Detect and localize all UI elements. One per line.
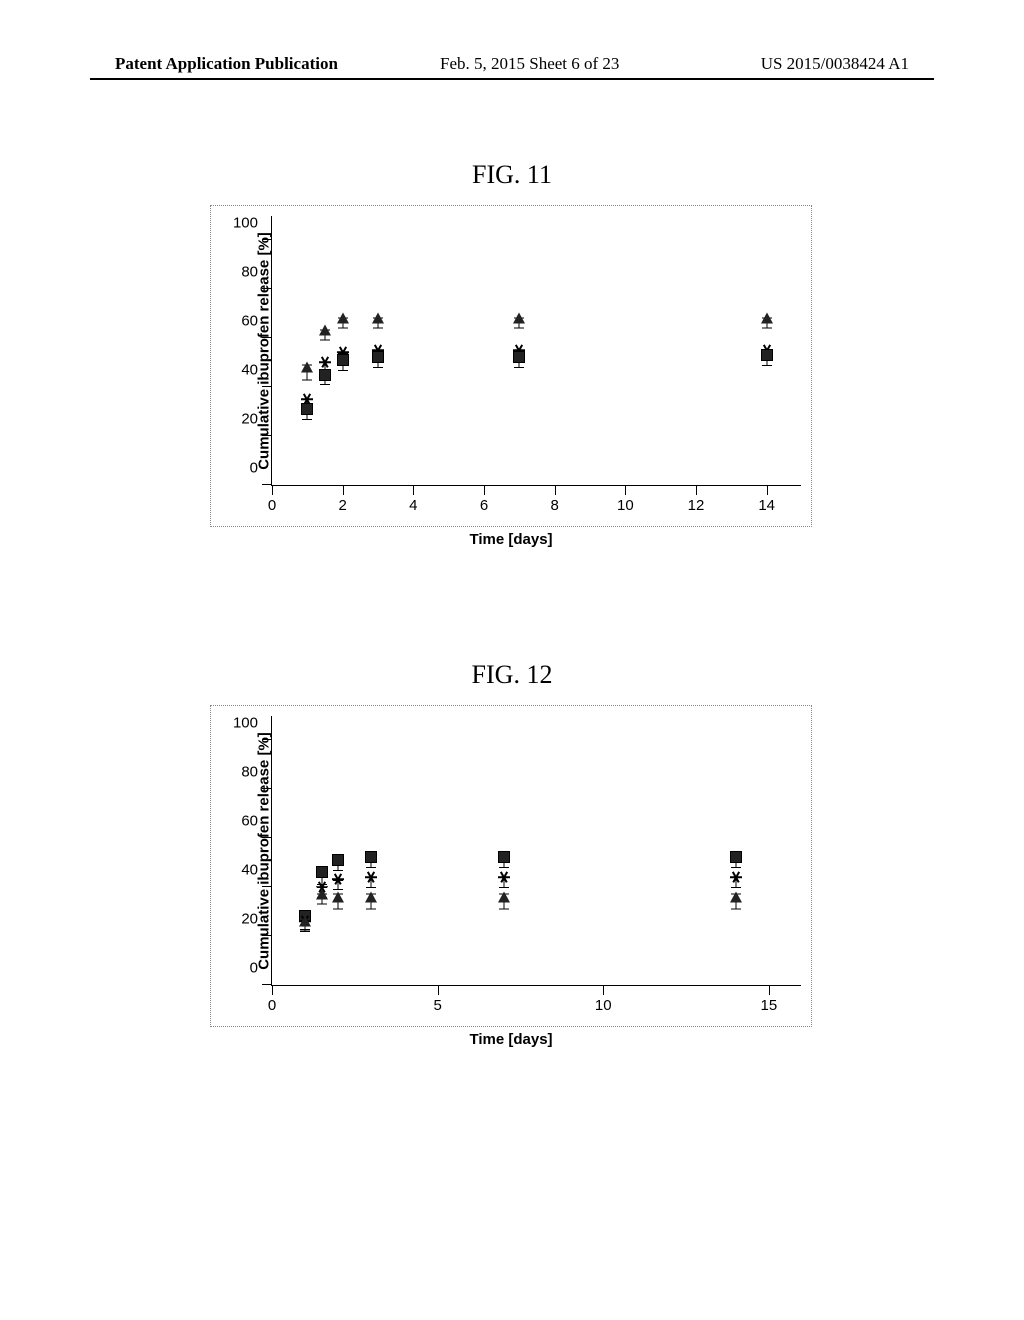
data-point-square xyxy=(730,851,742,863)
xtick xyxy=(555,485,556,495)
data-point-triangle xyxy=(513,313,525,324)
figure-12-caption: FIG. 12 xyxy=(0,660,1024,690)
xtick xyxy=(343,485,344,495)
fig11-xlabel: Time [days] xyxy=(469,531,552,548)
xtick xyxy=(438,985,439,995)
ytick xyxy=(262,837,272,838)
figure-11-chart: Cumulative ibuprofen release [%] 0204060… xyxy=(210,205,812,527)
data-point-triangle xyxy=(301,362,313,373)
ytick xyxy=(262,935,272,936)
xtick-label: 10 xyxy=(617,497,634,514)
data-point-triangle xyxy=(498,891,510,902)
data-point-square xyxy=(332,854,344,866)
data-point-square xyxy=(301,403,313,415)
xtick-label: 8 xyxy=(550,497,558,514)
xtick-label: 6 xyxy=(480,497,488,514)
ytick xyxy=(262,788,272,789)
xtick-label: 2 xyxy=(338,497,346,514)
ytick-label: 40 xyxy=(241,861,258,878)
data-point-square xyxy=(365,851,377,863)
xtick xyxy=(769,985,770,995)
data-point-triangle xyxy=(730,891,742,902)
data-point-square xyxy=(513,351,525,363)
ytick-label: 80 xyxy=(241,763,258,780)
data-point-triangle xyxy=(299,916,311,927)
ytick xyxy=(262,337,272,338)
ytick-label: 40 xyxy=(241,361,258,378)
xtick-label: 15 xyxy=(761,997,778,1014)
xtick xyxy=(413,485,414,495)
xtick-label: 0 xyxy=(268,997,276,1014)
data-point-asterisk xyxy=(332,873,344,885)
xtick xyxy=(603,985,604,995)
ytick-label: 100 xyxy=(233,714,258,731)
xtick xyxy=(625,485,626,495)
data-point-asterisk xyxy=(365,871,377,883)
ytick xyxy=(262,886,272,887)
ytick xyxy=(262,386,272,387)
header-mid: Feb. 5, 2015 Sheet 6 of 23 xyxy=(440,54,619,74)
ytick-label: 80 xyxy=(241,263,258,280)
data-point-square xyxy=(498,851,510,863)
xtick-label: 14 xyxy=(758,497,775,514)
xtick-label: 10 xyxy=(595,997,612,1014)
header-right: US 2015/0038424 A1 xyxy=(761,54,909,74)
data-point-triangle xyxy=(319,325,331,336)
ytick xyxy=(262,984,272,985)
ytick-label: 60 xyxy=(241,312,258,329)
ytick-label: 60 xyxy=(241,812,258,829)
xtick xyxy=(272,485,273,495)
data-point-asterisk xyxy=(730,871,742,883)
ytick xyxy=(262,288,272,289)
data-point-triangle xyxy=(372,313,384,324)
xtick xyxy=(696,485,697,495)
ytick-label: 0 xyxy=(250,960,258,977)
xtick-label: 0 xyxy=(268,497,276,514)
data-point-square xyxy=(316,866,328,878)
data-point-triangle xyxy=(365,891,377,902)
xtick xyxy=(272,985,273,995)
xtick-label: 5 xyxy=(433,997,441,1014)
figure-11-caption: FIG. 11 xyxy=(0,160,1024,190)
ytick-label: 0 xyxy=(250,460,258,477)
data-point-triangle xyxy=(332,891,344,902)
ytick-label: 100 xyxy=(233,214,258,231)
xtick-label: 12 xyxy=(688,497,705,514)
ytick xyxy=(262,435,272,436)
data-point-triangle xyxy=(761,313,773,324)
data-point-square xyxy=(761,349,773,361)
ytick xyxy=(262,239,272,240)
xtick xyxy=(767,485,768,495)
fig12-ylabel: Cumulative ibuprofen release [%] xyxy=(256,732,273,970)
header-rule xyxy=(90,78,934,80)
data-point-triangle xyxy=(316,889,328,900)
data-point-asterisk xyxy=(319,356,331,368)
fig11-ylabel: Cumulative ibuprofen release [%] xyxy=(256,232,273,470)
data-point-square xyxy=(319,369,331,381)
figure-12-chart: Cumulative ibuprofen release [%] 0 20 40 60… xyxy=(210,705,812,1027)
data-point-square xyxy=(372,351,384,363)
ytick xyxy=(262,739,272,740)
xtick xyxy=(484,485,485,495)
xtick-label: 4 xyxy=(409,497,417,514)
data-point-square xyxy=(337,354,349,366)
fig12-xlabel: Time [days] xyxy=(469,1031,552,1048)
ytick-label: 20 xyxy=(241,410,258,427)
data-point-triangle xyxy=(337,313,349,324)
ytick xyxy=(262,484,272,485)
header-left: Patent Application Publication xyxy=(115,54,338,74)
ytick-label: 20 xyxy=(241,910,258,927)
data-point-asterisk xyxy=(498,871,510,883)
